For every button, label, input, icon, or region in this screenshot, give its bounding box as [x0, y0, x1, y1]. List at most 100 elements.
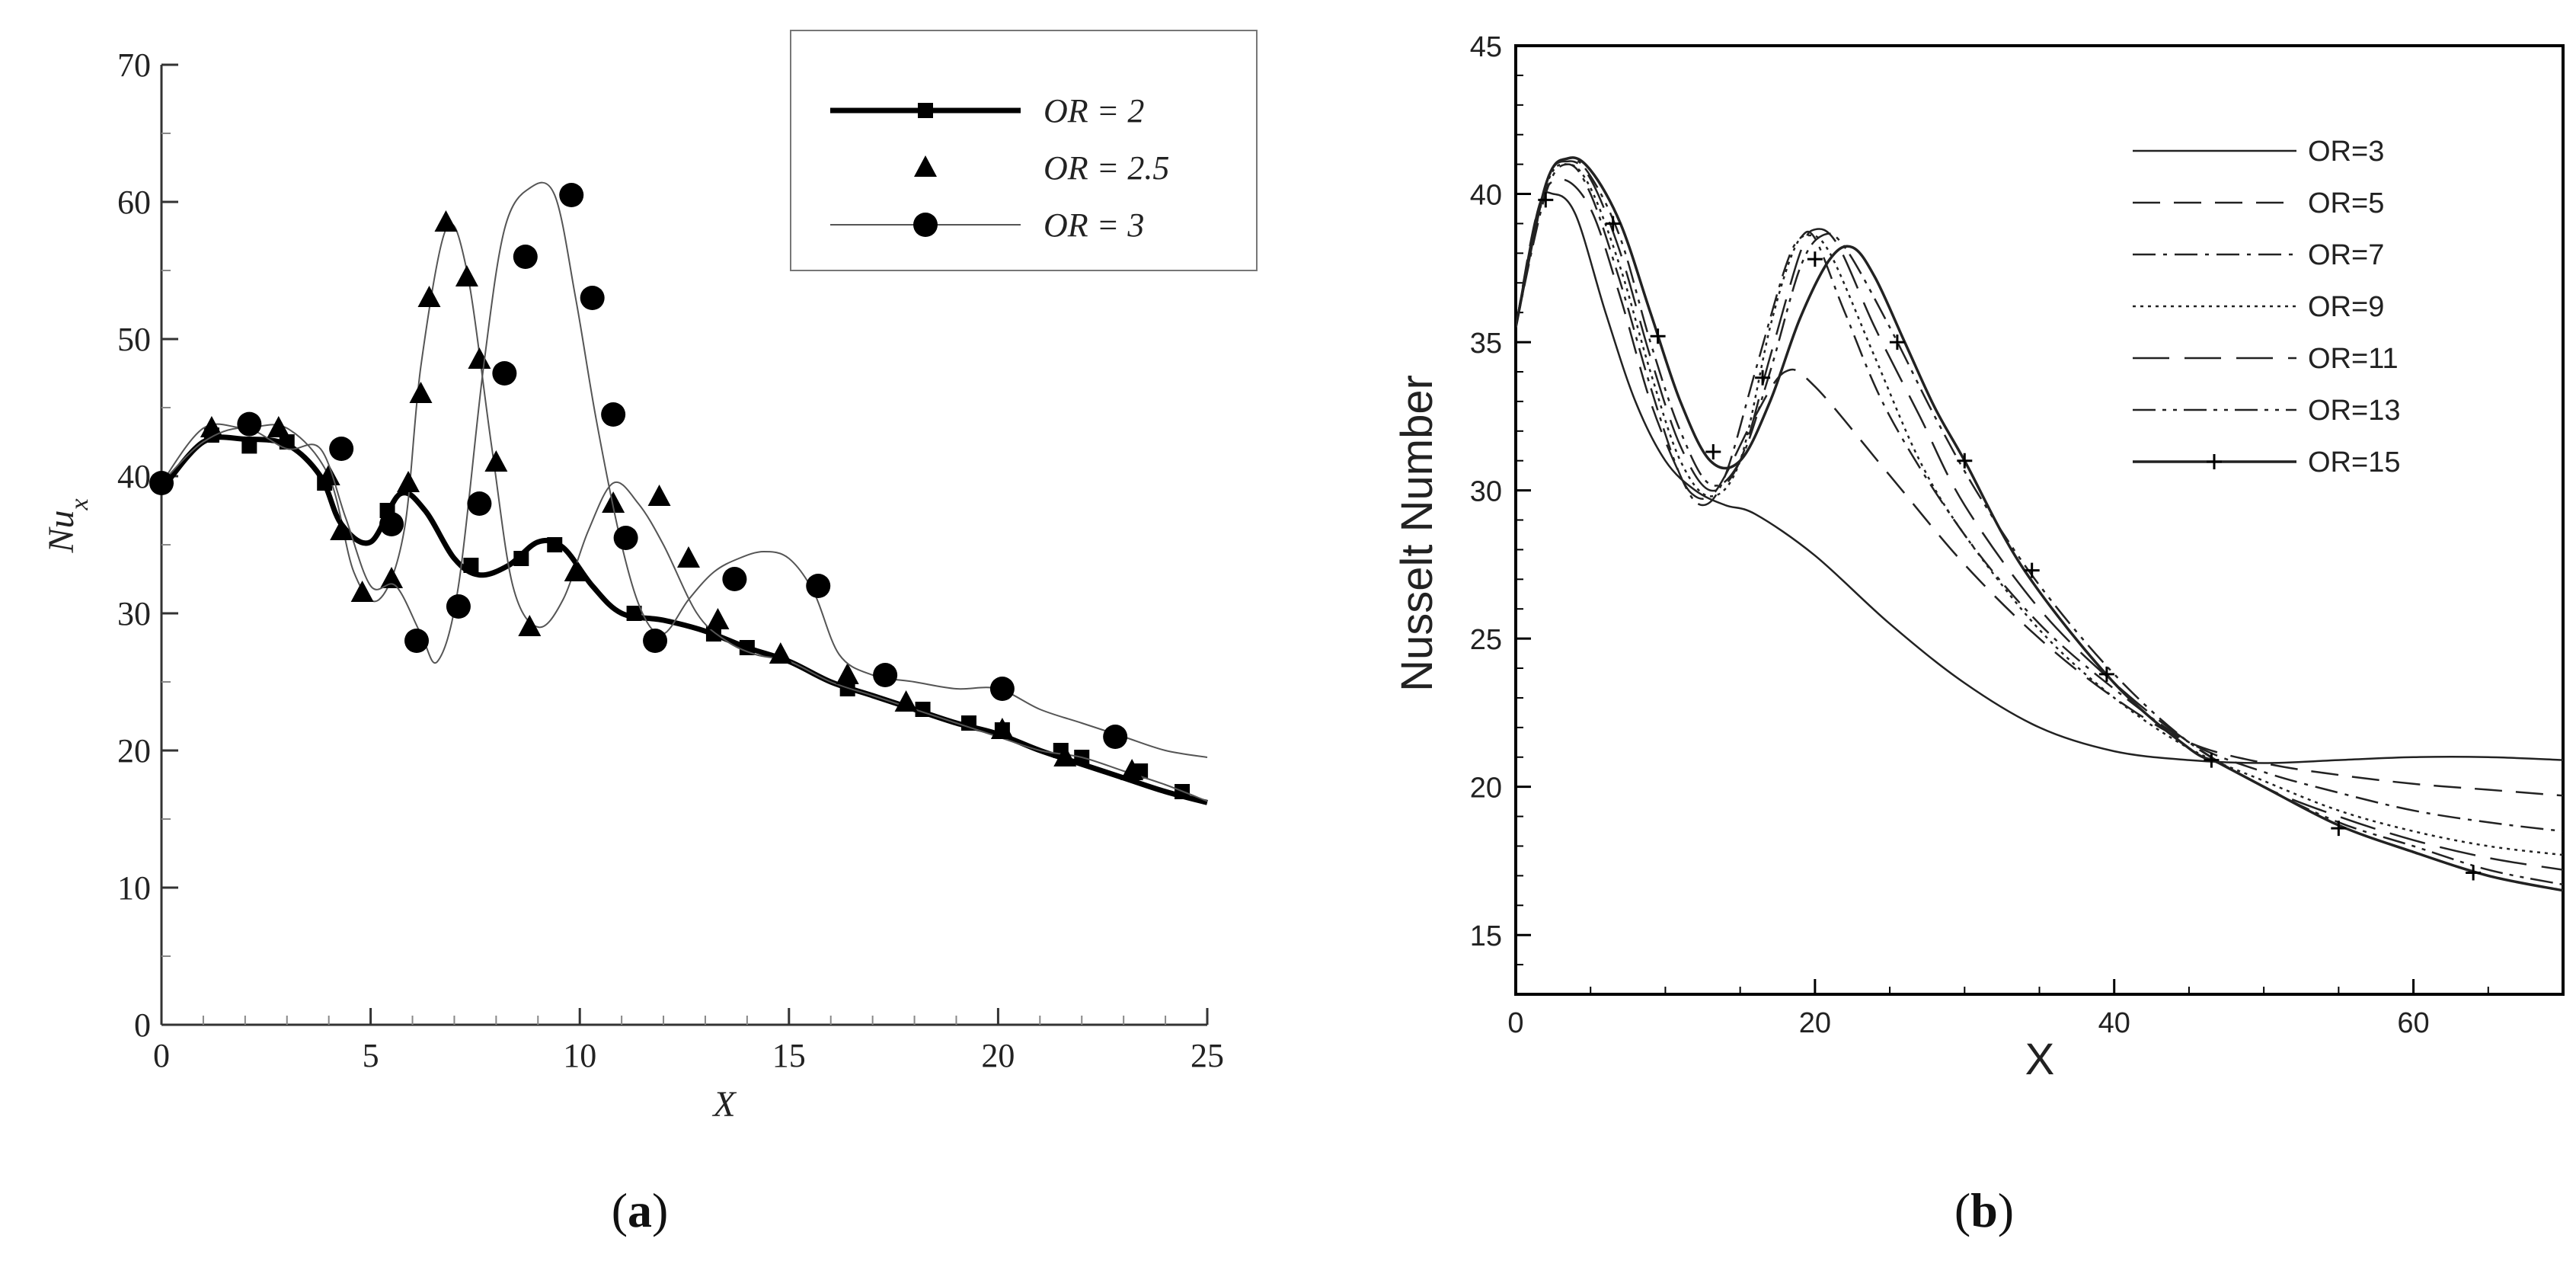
panel-b-data-marker — [2024, 562, 2040, 578]
panel-a-data-marker — [397, 471, 420, 492]
panel-b-series-2 — [1516, 178, 2563, 797]
panel-a-series — [149, 181, 1208, 805]
panel-b-series-5 — [1516, 160, 2563, 871]
panel-b-series-line — [1516, 157, 2563, 886]
panel-a-data-marker — [200, 416, 223, 437]
panel-a-data-marker — [434, 210, 458, 232]
panel-b-legend: OR=3 OR=5 OR=7 OR=9 OR=11 OR=13 OR=15 — [2133, 136, 2400, 478]
panel-b-x-tick-label: 20 — [1799, 1007, 1831, 1039]
panel-a-data-marker — [267, 416, 290, 437]
panel-a-y-tick-label: 60 — [117, 184, 151, 221]
panel-a-x-tick-label: 25 — [1191, 1037, 1224, 1074]
panel-a-legend-marker — [918, 103, 933, 118]
panel-a-legend-entry: OR = 2.5 — [914, 149, 1169, 187]
panel-a-legend-label: OR = 2.5 — [1044, 149, 1169, 187]
panel-b-legend-entry: OR=5 — [2133, 187, 2384, 219]
panel-b-series-line — [1516, 160, 2563, 871]
panel-a-data-marker — [989, 677, 1015, 701]
panel-b-legend-entry: OR=9 — [2133, 291, 2384, 323]
panel-a-data-marker — [894, 690, 918, 712]
panel-b-series-line — [1516, 163, 2563, 833]
panel-b-data-marker — [1538, 192, 1554, 208]
panel-b-legend-entry: OR=13 — [2133, 395, 2400, 427]
panel-a-data-marker — [705, 626, 721, 642]
panel-b-y-tick-label: 45 — [1470, 31, 1502, 63]
panel-b-y-tick-label: 15 — [1470, 920, 1502, 952]
panel-b-y-axis-label: Nusselt Number — [1392, 375, 1442, 692]
panel-b-data-marker — [1650, 328, 1666, 344]
panel-a-data-marker — [647, 485, 671, 506]
panel-a-series-line — [159, 434, 1208, 805]
panel-b-data-marker — [1957, 453, 1973, 469]
panel-a-data-marker — [1103, 725, 1128, 749]
panel-a-data-marker — [613, 526, 638, 550]
panel-a-axes — [160, 63, 1209, 1026]
panel-a-data-marker — [279, 434, 295, 450]
panel-a-data-marker — [417, 286, 441, 307]
panel-a-data-marker — [409, 382, 433, 403]
panel-a-data-marker — [915, 702, 931, 717]
panel-a-data-marker — [330, 519, 353, 540]
panel-b-series-line — [1516, 156, 2563, 892]
panel-a-data-marker — [580, 286, 605, 310]
panel-a-legend-entry: OR = 2 — [830, 92, 1144, 130]
panel-a-data-marker — [839, 681, 855, 696]
panel-a-x-tick-label: 20 — [981, 1037, 1015, 1074]
panel-a-x-tick-label: 0 — [153, 1037, 170, 1074]
panel-a-legend-label: OR = 3 — [1044, 206, 1144, 244]
panel-b-x-tick-label: 0 — [1507, 1007, 1523, 1039]
panel-a-data-marker — [350, 581, 374, 602]
panel-b-legend-entry: OR=7 — [2133, 239, 2384, 271]
panel-b-x-axis-label: X — [2025, 1035, 2055, 1084]
panel-b-series-7 — [1516, 156, 2563, 892]
panel-a-data-marker — [241, 438, 257, 454]
panel-a-tick-labels: 0 10 20 30 40 50 60 70 0 5 10 15 20 25 — [117, 46, 1224, 1074]
panel-a-series-line — [161, 181, 1208, 758]
panel-b-series-4 — [1516, 163, 2563, 856]
panel-a-data-marker — [455, 265, 478, 286]
panel-b-tick-labels: 15 20 25 30 35 40 45 0 20 40 60 — [1470, 31, 2430, 1039]
panel-a-y-tick-label: 20 — [117, 732, 151, 770]
panel-b-legend-entry: OR=11 — [2133, 343, 2399, 375]
panel-b-x-tick-label: 40 — [2098, 1007, 2130, 1039]
panel-a-data-marker — [601, 402, 626, 427]
panel-a-series-line — [161, 222, 1208, 802]
panel-a-data-marker — [329, 437, 354, 461]
panel-a-x-tick-label: 15 — [772, 1037, 806, 1074]
panel-a-data-marker — [706, 608, 730, 629]
panel-a-data-marker — [404, 629, 430, 653]
panel-a-data-marker — [722, 567, 747, 591]
panel-b-data-marker — [2098, 666, 2114, 682]
panel-b-legend-label: OR=3 — [2308, 136, 2384, 168]
panel-a-caption: (a) — [612, 1183, 669, 1237]
panel-a-data-marker — [513, 551, 529, 566]
panel-a-legend-marker — [913, 213, 938, 237]
panel-b-data-marker — [2331, 821, 2347, 837]
panel-a-data-marker — [676, 546, 700, 568]
panel-a-data-marker — [467, 491, 492, 516]
panel-a-y-tick-label: 0 — [134, 1006, 151, 1044]
panel-a-data-marker — [960, 715, 976, 731]
panel-a-y-tick-label: 70 — [117, 46, 151, 84]
panel-b-data-marker — [1705, 444, 1721, 460]
panel-b-series-line — [1516, 178, 2563, 797]
panel-b-legend-label: OR=11 — [2308, 343, 2399, 375]
panel-b-series-line — [1516, 191, 2563, 764]
panel-a-data-marker — [380, 567, 404, 588]
panel-b-legend-label: OR=5 — [2308, 187, 2384, 219]
panel-a-y-tick-label: 30 — [117, 595, 151, 632]
panel-b-plot-frame — [1514, 44, 2565, 996]
panel-b-caption: (b) — [1954, 1183, 2014, 1237]
panel-b-y-tick-label: 35 — [1470, 328, 1502, 360]
svg-text:Nux: Nux — [41, 498, 94, 553]
panel-b-legend-label: OR=13 — [2308, 395, 2400, 427]
panel-a-data-marker — [769, 642, 792, 664]
panel-a-data-marker — [873, 663, 898, 687]
panel-a-data-marker — [836, 663, 859, 684]
panel-b-y-tick-label: 30 — [1470, 476, 1502, 508]
panel-a-y-tick-label: 10 — [117, 869, 151, 907]
panel-b-data-marker — [1889, 334, 1905, 350]
panel-a-x-tick-label: 5 — [363, 1037, 379, 1074]
panel-a-data-marker — [513, 245, 538, 269]
